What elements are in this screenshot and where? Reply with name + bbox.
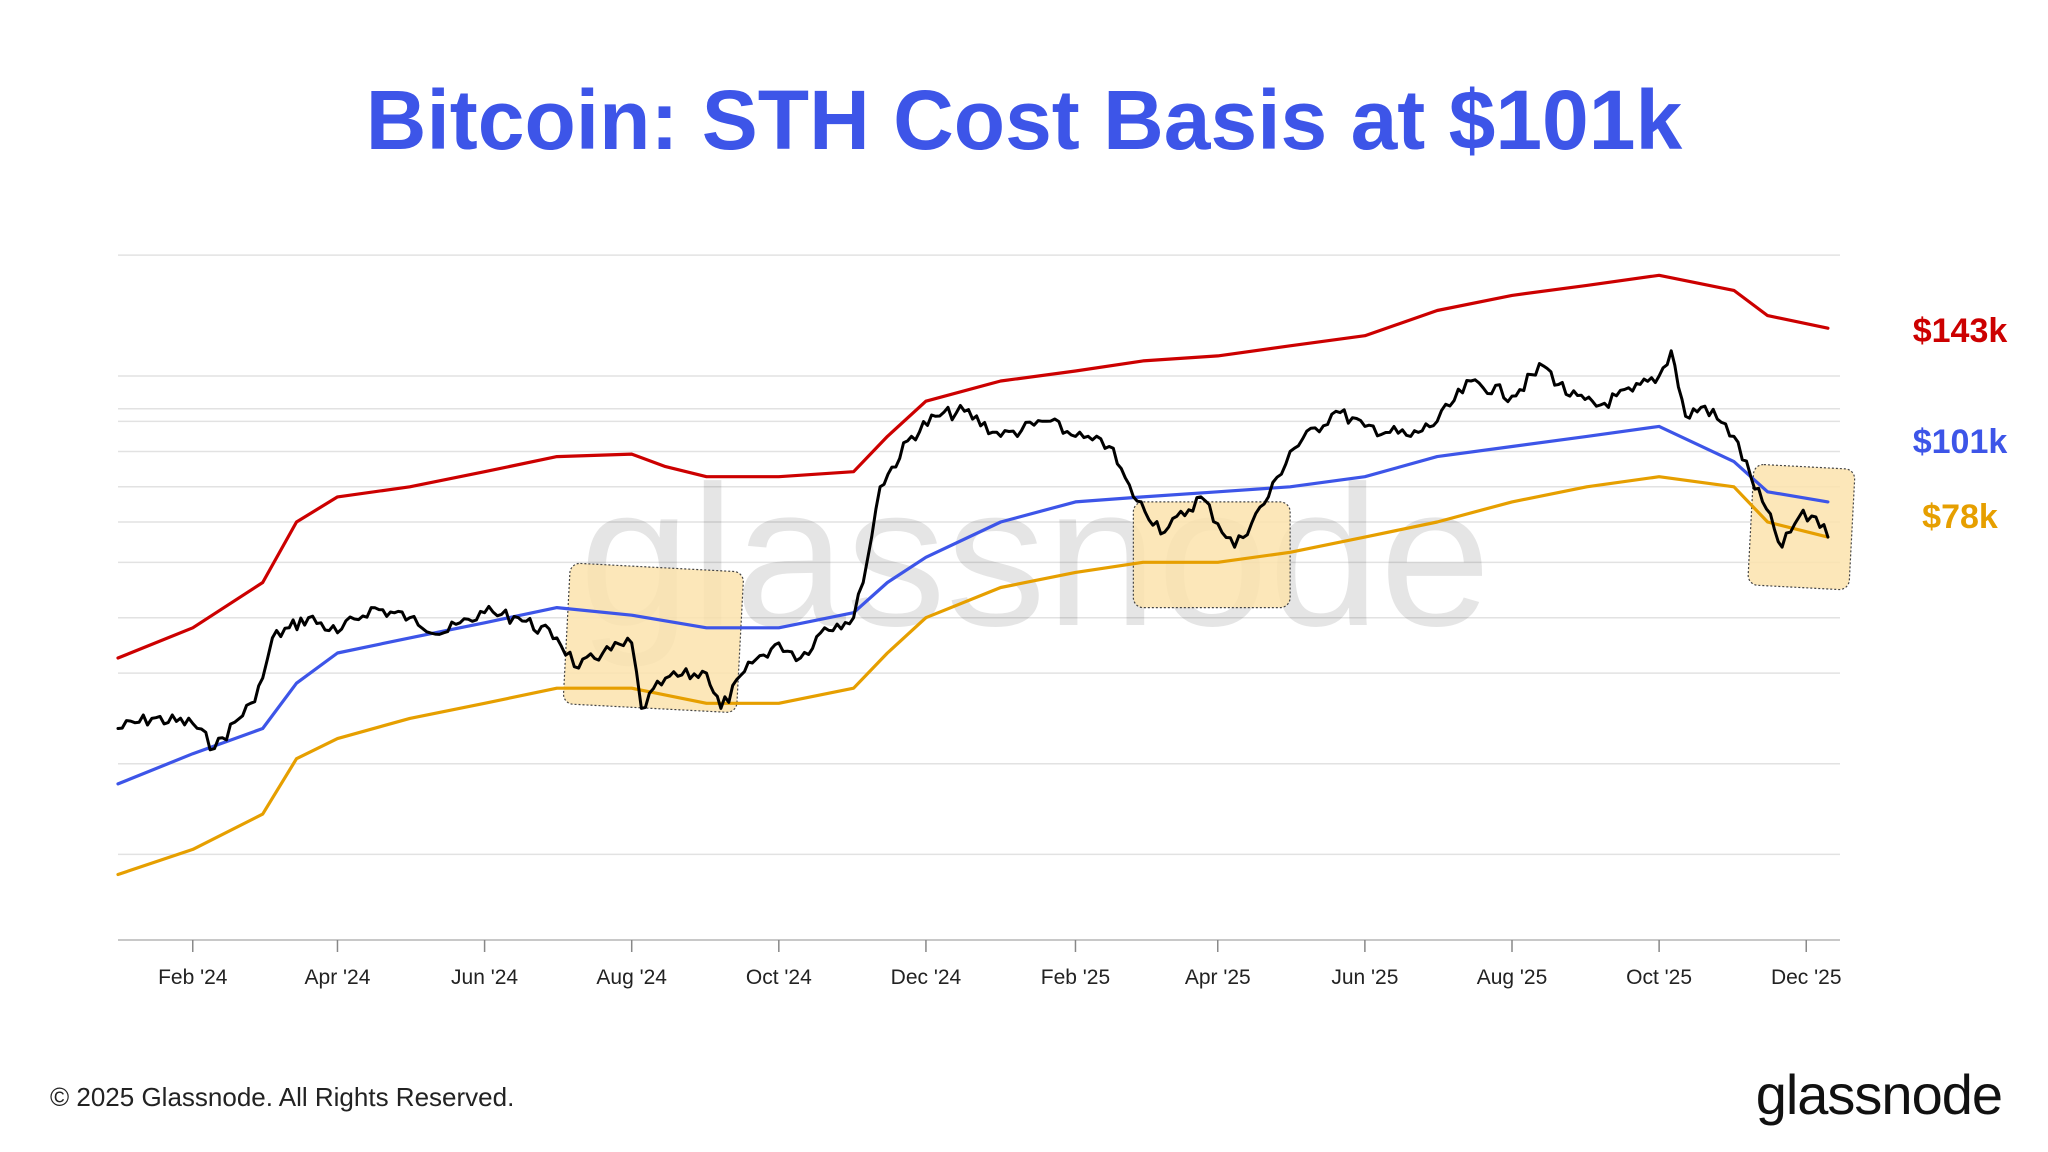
highlight-box	[1747, 463, 1856, 591]
series-lines	[116, 273, 1830, 877]
series-sth_cost_basis	[116, 424, 1830, 786]
x-tick-label: Oct '25	[1626, 966, 1692, 989]
x-axis: Feb '24 Apr '24 Jun '24 Aug '24 Oct '24 Dec '…	[118, 939, 1842, 989]
series-price	[116, 349, 1830, 752]
x-tick-label: Jun '24	[451, 966, 518, 989]
end-labels: $143k $101k $78k	[1913, 312, 2008, 536]
x-tick-label: Dec '24	[891, 966, 962, 989]
end-label-sth_cost_basis: $101k	[1913, 423, 2008, 461]
brand-logo: glassnode	[1755, 1063, 2003, 1126]
x-tick-label: Oct '24	[746, 966, 812, 989]
series-upper	[116, 273, 1830, 660]
x-tick-label: Feb '24	[158, 966, 228, 989]
copyright-text: © 2025 Glassnode. All Rights Reserved.	[50, 1082, 515, 1112]
x-tick-label: Apr '25	[1185, 966, 1251, 989]
x-tick-label: Jun '25	[1331, 966, 1398, 989]
chart-title: Bitcoin: STH Cost Basis at $101k	[365, 73, 1683, 167]
x-tick-label: Feb '25	[1041, 966, 1110, 989]
end-label-lower: $78k	[1922, 498, 1998, 536]
end-label-upper: $143k	[1913, 312, 2008, 350]
series-lower	[116, 475, 1830, 877]
x-tick-label: Apr '24	[305, 966, 371, 989]
x-tick-label: Aug '25	[1477, 966, 1548, 989]
x-tick-label: Aug '24	[596, 966, 667, 989]
x-tick-label: Dec '25	[1771, 966, 1842, 989]
